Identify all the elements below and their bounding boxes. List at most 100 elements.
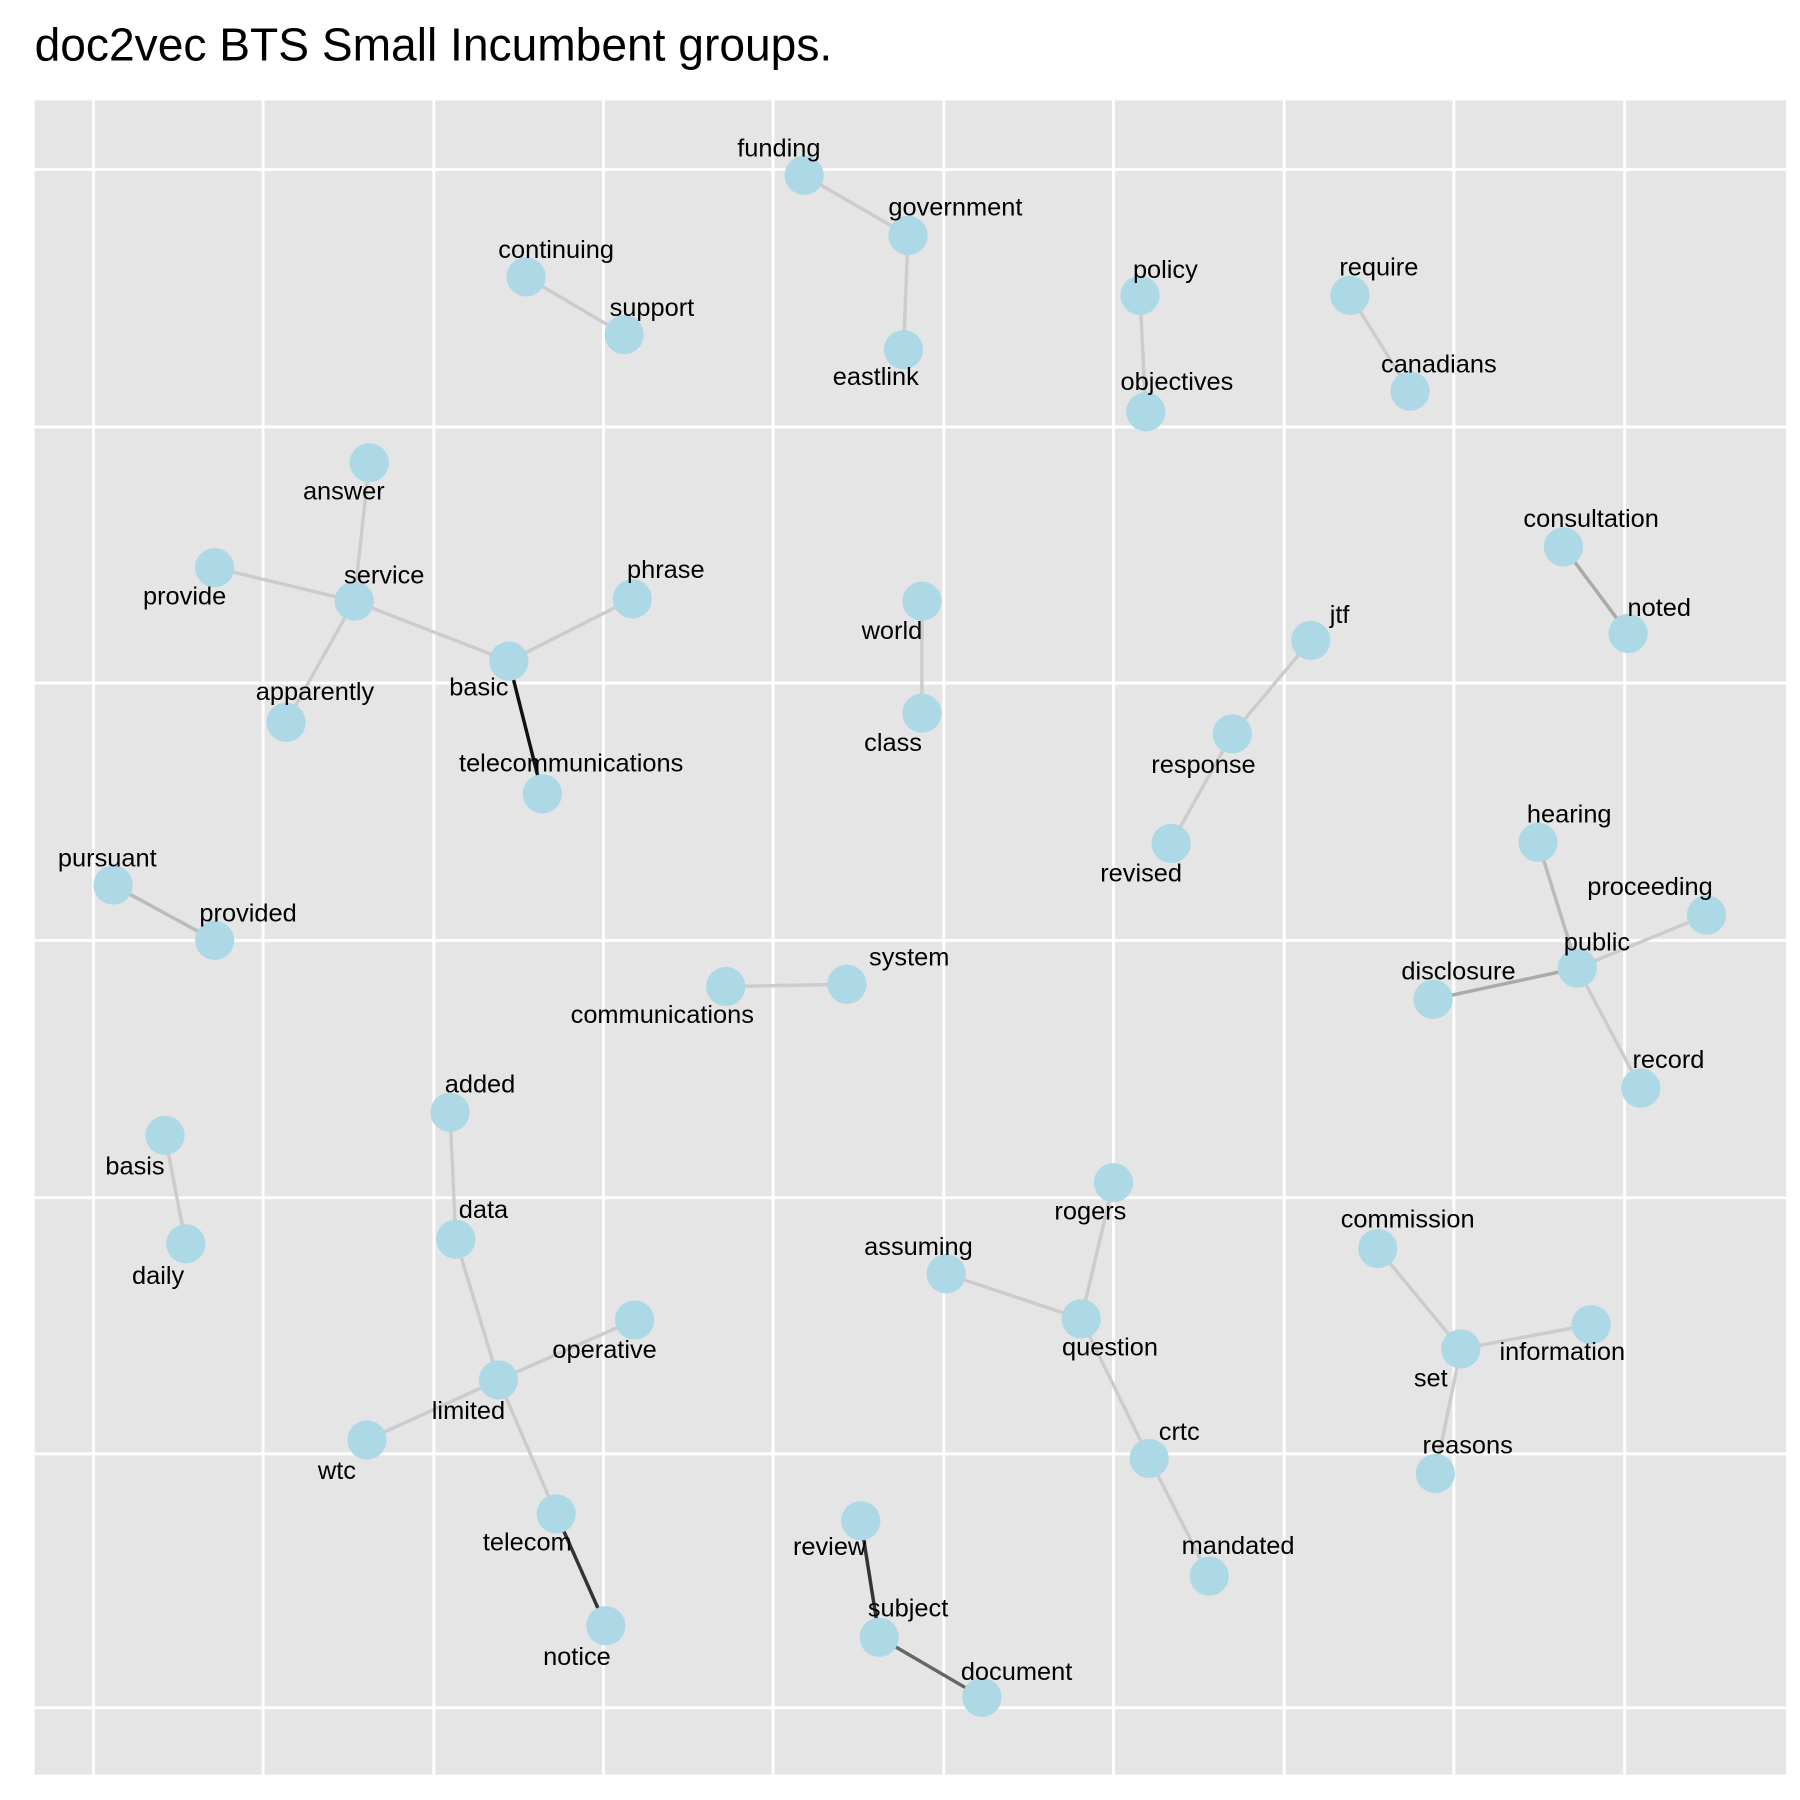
node-label: apparently [256, 678, 375, 706]
node-label: system [869, 944, 949, 972]
node-label: daily [132, 1262, 184, 1290]
node [902, 693, 942, 733]
edge [945, 1272, 1082, 1321]
edge [454, 1238, 501, 1381]
node-label: policy [1133, 256, 1198, 284]
edge [859, 1520, 881, 1638]
edge [1432, 966, 1578, 1001]
node-label: funding [737, 135, 820, 163]
node [1358, 1228, 1398, 1269]
node [1543, 527, 1584, 567]
node-label: document [961, 1658, 1072, 1686]
node-label: operative [552, 1336, 656, 1364]
node-label: consultation [1523, 505, 1658, 533]
node-label: question [1062, 1334, 1158, 1362]
node-label: government [888, 194, 1022, 222]
edge [554, 1513, 608, 1627]
node-label: hearing [1527, 800, 1612, 828]
node-label: world [861, 617, 923, 645]
edge [803, 173, 909, 237]
edge [1575, 967, 1643, 1089]
node [615, 1300, 655, 1340]
node-label: information [1500, 1338, 1626, 1366]
node-label: continuing [498, 236, 614, 264]
node [334, 581, 374, 621]
node-label: objectives [1121, 368, 1234, 396]
node-label: telecommunications [459, 750, 683, 778]
panel [34, 100, 1787, 1775]
node-label: disclosure [1401, 957, 1515, 985]
node-label: require [1339, 254, 1418, 282]
node [1557, 948, 1597, 988]
node-label: noted [1627, 594, 1691, 622]
node [586, 1606, 626, 1646]
node-label: review [793, 1533, 867, 1561]
node [506, 257, 546, 297]
node-label: revised [1100, 859, 1182, 887]
node [145, 1115, 185, 1155]
edge [1576, 913, 1708, 970]
node [883, 330, 924, 370]
edge [284, 600, 356, 724]
node [347, 1420, 387, 1460]
edge [1376, 1247, 1463, 1350]
edge [1079, 1182, 1116, 1320]
edge [507, 660, 544, 795]
node [436, 1219, 476, 1259]
node-label: provided [199, 900, 296, 928]
node [1212, 714, 1252, 754]
edge [497, 1318, 636, 1382]
node-label: service [344, 562, 424, 590]
node-label: basis [105, 1152, 164, 1180]
node-label: communications [571, 1001, 754, 1029]
node-label: record [1632, 1046, 1704, 1074]
title: doc2vec BTS Small Incumbent groups. [35, 19, 833, 71]
node-label: limited [432, 1397, 505, 1425]
node [536, 1494, 576, 1534]
edge [214, 566, 355, 603]
node [1291, 620, 1331, 660]
node-label: phrase [627, 556, 705, 584]
node-label: telecom [483, 1529, 572, 1557]
node [266, 702, 306, 742]
node-label: notice [543, 1643, 611, 1671]
node [888, 215, 928, 255]
node-label: canadians [1381, 350, 1497, 378]
node-label: data [459, 1196, 509, 1224]
node [1189, 1556, 1229, 1596]
edge [353, 599, 510, 663]
node-label: commission [1341, 1205, 1475, 1233]
node [1621, 1068, 1661, 1108]
edge [1169, 733, 1234, 845]
edge [1433, 1348, 1463, 1474]
node [926, 1254, 966, 1294]
node-label: wtc [317, 1457, 356, 1485]
edge [366, 1378, 500, 1442]
edge [1230, 639, 1313, 735]
edge [725, 982, 847, 989]
node [859, 1617, 899, 1657]
edge [1079, 1318, 1151, 1460]
node-label: reasons [1423, 1432, 1513, 1460]
node-label: pursuant [58, 844, 157, 872]
node [93, 865, 133, 905]
grid [34, 100, 1787, 1775]
node [1126, 392, 1166, 432]
node [1518, 822, 1558, 862]
node-label: public [1564, 929, 1631, 957]
edge [1147, 1457, 1211, 1577]
node [612, 579, 652, 619]
node [478, 1360, 519, 1400]
node [1441, 1329, 1481, 1369]
node [1061, 1299, 1101, 1339]
node [902, 581, 942, 621]
node [195, 920, 235, 960]
node [1415, 1453, 1455, 1494]
node [195, 548, 235, 588]
node-label: rogers [1054, 1197, 1126, 1225]
edge [352, 462, 371, 602]
edge [1536, 841, 1579, 969]
node [604, 315, 644, 355]
